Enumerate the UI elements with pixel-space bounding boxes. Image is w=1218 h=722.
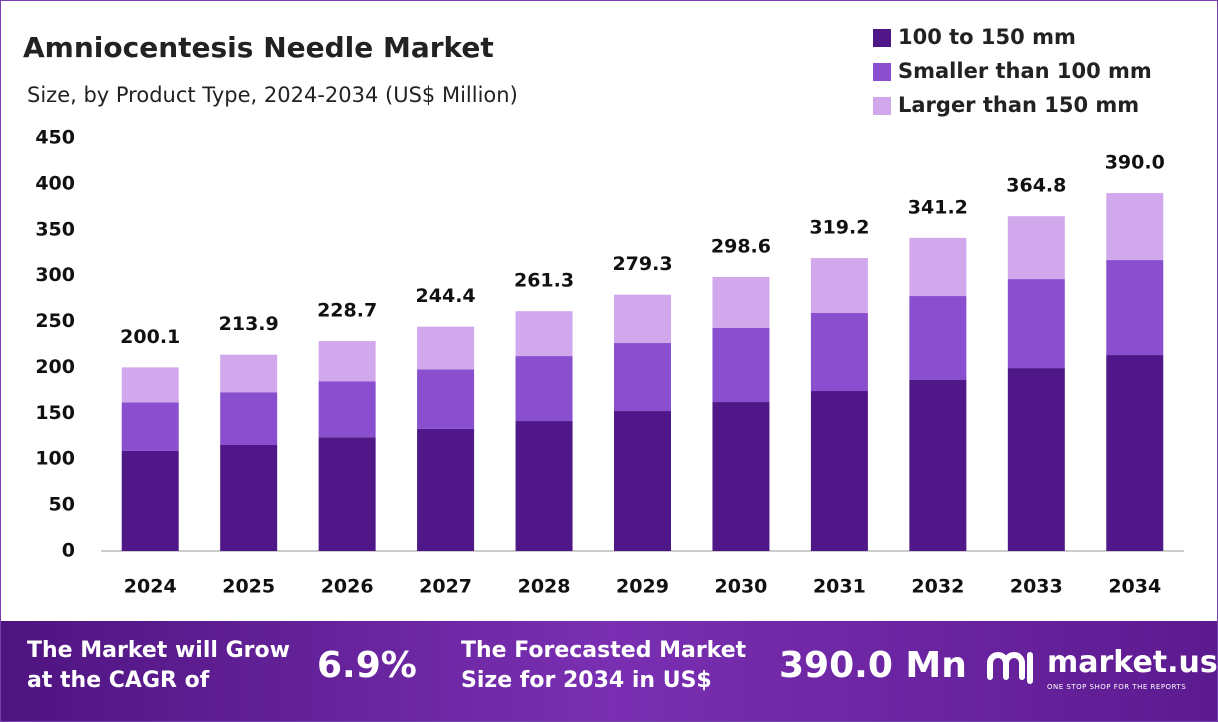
- line: The Market will Grow: [27, 638, 290, 663]
- bar-segment: [810, 391, 868, 551]
- y-tick-label: 350: [35, 218, 75, 240]
- bar-segment: [121, 402, 179, 451]
- bar-segment: [220, 354, 278, 393]
- logo-icon: [987, 652, 1033, 684]
- brand: market.us: [1047, 645, 1218, 680]
- total-label: 298.6: [711, 235, 771, 257]
- y-tick-label: 300: [35, 264, 75, 286]
- bar-segment: [417, 326, 475, 370]
- forecast-value: 390.0 Mn: [779, 645, 967, 686]
- total-label: 261.3: [514, 270, 574, 292]
- bar-segment: [121, 367, 179, 403]
- total-label: 319.2: [809, 217, 869, 239]
- x-tick-label: 2033: [1010, 576, 1063, 598]
- line: at the CAGR of: [27, 668, 210, 693]
- total-label: 228.7: [317, 300, 377, 322]
- chart-subtitle: Size, by Product Type, 2024-2034 (US$ Mi…: [27, 83, 518, 107]
- bar-segment: [515, 421, 573, 551]
- total-label: 244.4: [416, 285, 476, 307]
- x-tick-label: 2025: [222, 576, 275, 598]
- tagline: ONE STOP SHOP FOR THE REPORTS: [1047, 683, 1187, 691]
- bar-segment: [712, 327, 770, 403]
- y-tick-label: 50: [49, 494, 75, 516]
- x-tick-label: 2028: [518, 576, 571, 598]
- bar-segment: [909, 296, 967, 381]
- total-label: 200.1: [120, 326, 180, 348]
- chart: Amniocentesis Needle Market Size, by Pro…: [23, 25, 1184, 598]
- bar-segment: [318, 341, 376, 382]
- bar-segment: [909, 380, 967, 551]
- bar-segment: [417, 428, 475, 551]
- bar-segment: [515, 356, 573, 422]
- total-label: 390.0: [1105, 152, 1165, 174]
- bar-segment: [318, 381, 376, 438]
- y-tick-label: 450: [35, 127, 75, 149]
- y-tick-label: 100: [35, 448, 75, 470]
- bar-segment: [1106, 355, 1164, 551]
- line: Size for 2034 in US$: [461, 668, 712, 693]
- bar-segment: [515, 311, 573, 357]
- x-tick-label: 2031: [813, 576, 866, 598]
- bar-segment: [810, 313, 868, 392]
- bar-segment: [614, 343, 671, 412]
- bar-segment: [614, 294, 671, 344]
- bar-segment: [1106, 260, 1164, 356]
- x-tick-label: 2032: [911, 576, 964, 598]
- x-tick-label: 2027: [419, 576, 472, 598]
- cagr-value: 6.9%: [317, 645, 417, 686]
- bar-segment: [121, 450, 179, 551]
- forecast-label: The Forecasted Market Size for 2034 in US…: [461, 636, 746, 696]
- total-label: 364.8: [1006, 175, 1066, 197]
- bar-segment: [220, 392, 278, 445]
- x-tick-label: 2030: [715, 576, 768, 598]
- bar-segment: [220, 444, 278, 551]
- y-tick-label: 200: [35, 356, 75, 378]
- bar-segment: [318, 437, 376, 551]
- bar-segment: [614, 411, 671, 551]
- total-label: 213.9: [219, 313, 279, 335]
- line: The Forecasted Market: [461, 638, 747, 663]
- footer: The Market will Grow at the CAGR of 6.9% …: [1, 621, 1217, 721]
- legend-swatch: [873, 63, 891, 81]
- legend-swatch: [873, 29, 891, 47]
- x-tick-label: 2029: [616, 576, 669, 598]
- chart-title: Amniocentesis Needle Market: [23, 31, 494, 64]
- cagr-label: The Market will Grow at the CAGR of: [27, 636, 290, 696]
- bar-segment: [712, 276, 770, 328]
- legend-label: Larger than 150 mm: [898, 93, 1139, 117]
- y-tick-label: 400: [35, 172, 75, 194]
- y-tick-label: 0: [62, 540, 75, 562]
- bar-segment: [1007, 216, 1065, 280]
- bar-segment: [712, 402, 770, 551]
- y-tick-label: 250: [35, 310, 75, 332]
- bar-segment: [909, 237, 967, 297]
- y-tick-label: 150: [35, 402, 75, 424]
- bar-segment: [1007, 279, 1065, 369]
- x-tick-label: 2034: [1108, 576, 1161, 598]
- legend-swatch: [873, 97, 891, 115]
- bar-segment: [810, 258, 868, 314]
- x-tick-label: 2024: [124, 576, 177, 598]
- bar-segment: [417, 369, 475, 429]
- legend-label: 100 to 150 mm: [898, 25, 1076, 49]
- legend-label: Smaller than 100 mm: [898, 59, 1152, 83]
- bar-segment: [1106, 193, 1164, 261]
- total-label: 279.3: [612, 253, 672, 275]
- x-tick-label: 2026: [321, 576, 374, 598]
- bar-segment: [1007, 368, 1065, 551]
- total-label: 341.2: [908, 196, 968, 218]
